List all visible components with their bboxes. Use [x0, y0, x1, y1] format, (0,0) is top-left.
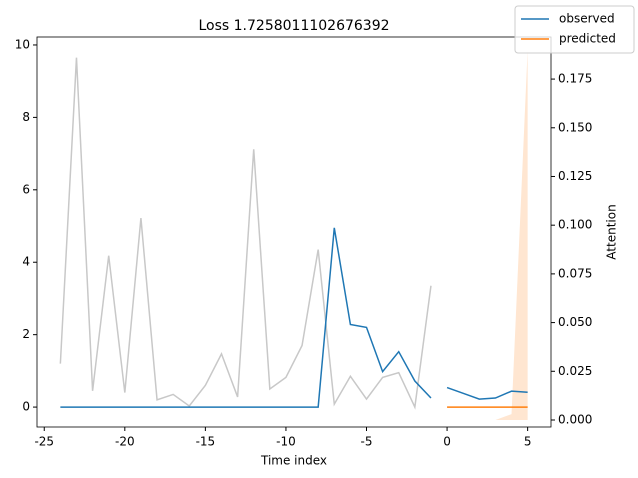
x-tick-label: 0 [443, 435, 451, 449]
x-axis-label: Time index [260, 454, 327, 468]
legend-label: observed [559, 12, 615, 26]
series-line [60, 227, 432, 408]
y-tick-label: 6 [22, 182, 30, 196]
history-line [59, 57, 432, 410]
x-tick-label: 5 [524, 435, 532, 449]
y-tick-label: 0 [22, 400, 30, 414]
y2-tick-label: 0.175 [558, 72, 592, 86]
y-tick-label: 10 [15, 37, 30, 51]
x-tick-label: -10 [276, 435, 296, 449]
y2-tick-label: 0.075 [558, 266, 592, 280]
legend-box [514, 5, 635, 54]
x-tick-label: -5 [361, 435, 373, 449]
x-tick-label: -25 [34, 435, 54, 449]
y-tick-label: 8 [22, 110, 30, 124]
attention-area [447, 49, 528, 420]
y2-axis-label: Attention [605, 204, 619, 259]
y2-tick-label: 0.000 [558, 412, 592, 426]
plot-frame [36, 36, 552, 428]
legend-label: predicted [559, 32, 616, 46]
y2-tick-label: 0.150 [558, 120, 592, 134]
x-tick-label: -15 [196, 435, 216, 449]
y2-tick-label: 0.050 [558, 315, 592, 329]
x-tick-label: -20 [115, 435, 135, 449]
y2-tick-label: 0.025 [558, 364, 592, 378]
y2-tick-label: 0.125 [558, 169, 592, 183]
y2-tick-label: 0.100 [558, 218, 592, 232]
y-tick-label: 2 [22, 327, 30, 341]
chart-title: Loss 1.7258011102676392 [198, 18, 389, 34]
y-tick-label: 4 [22, 255, 30, 269]
series-line [446, 386, 528, 400]
